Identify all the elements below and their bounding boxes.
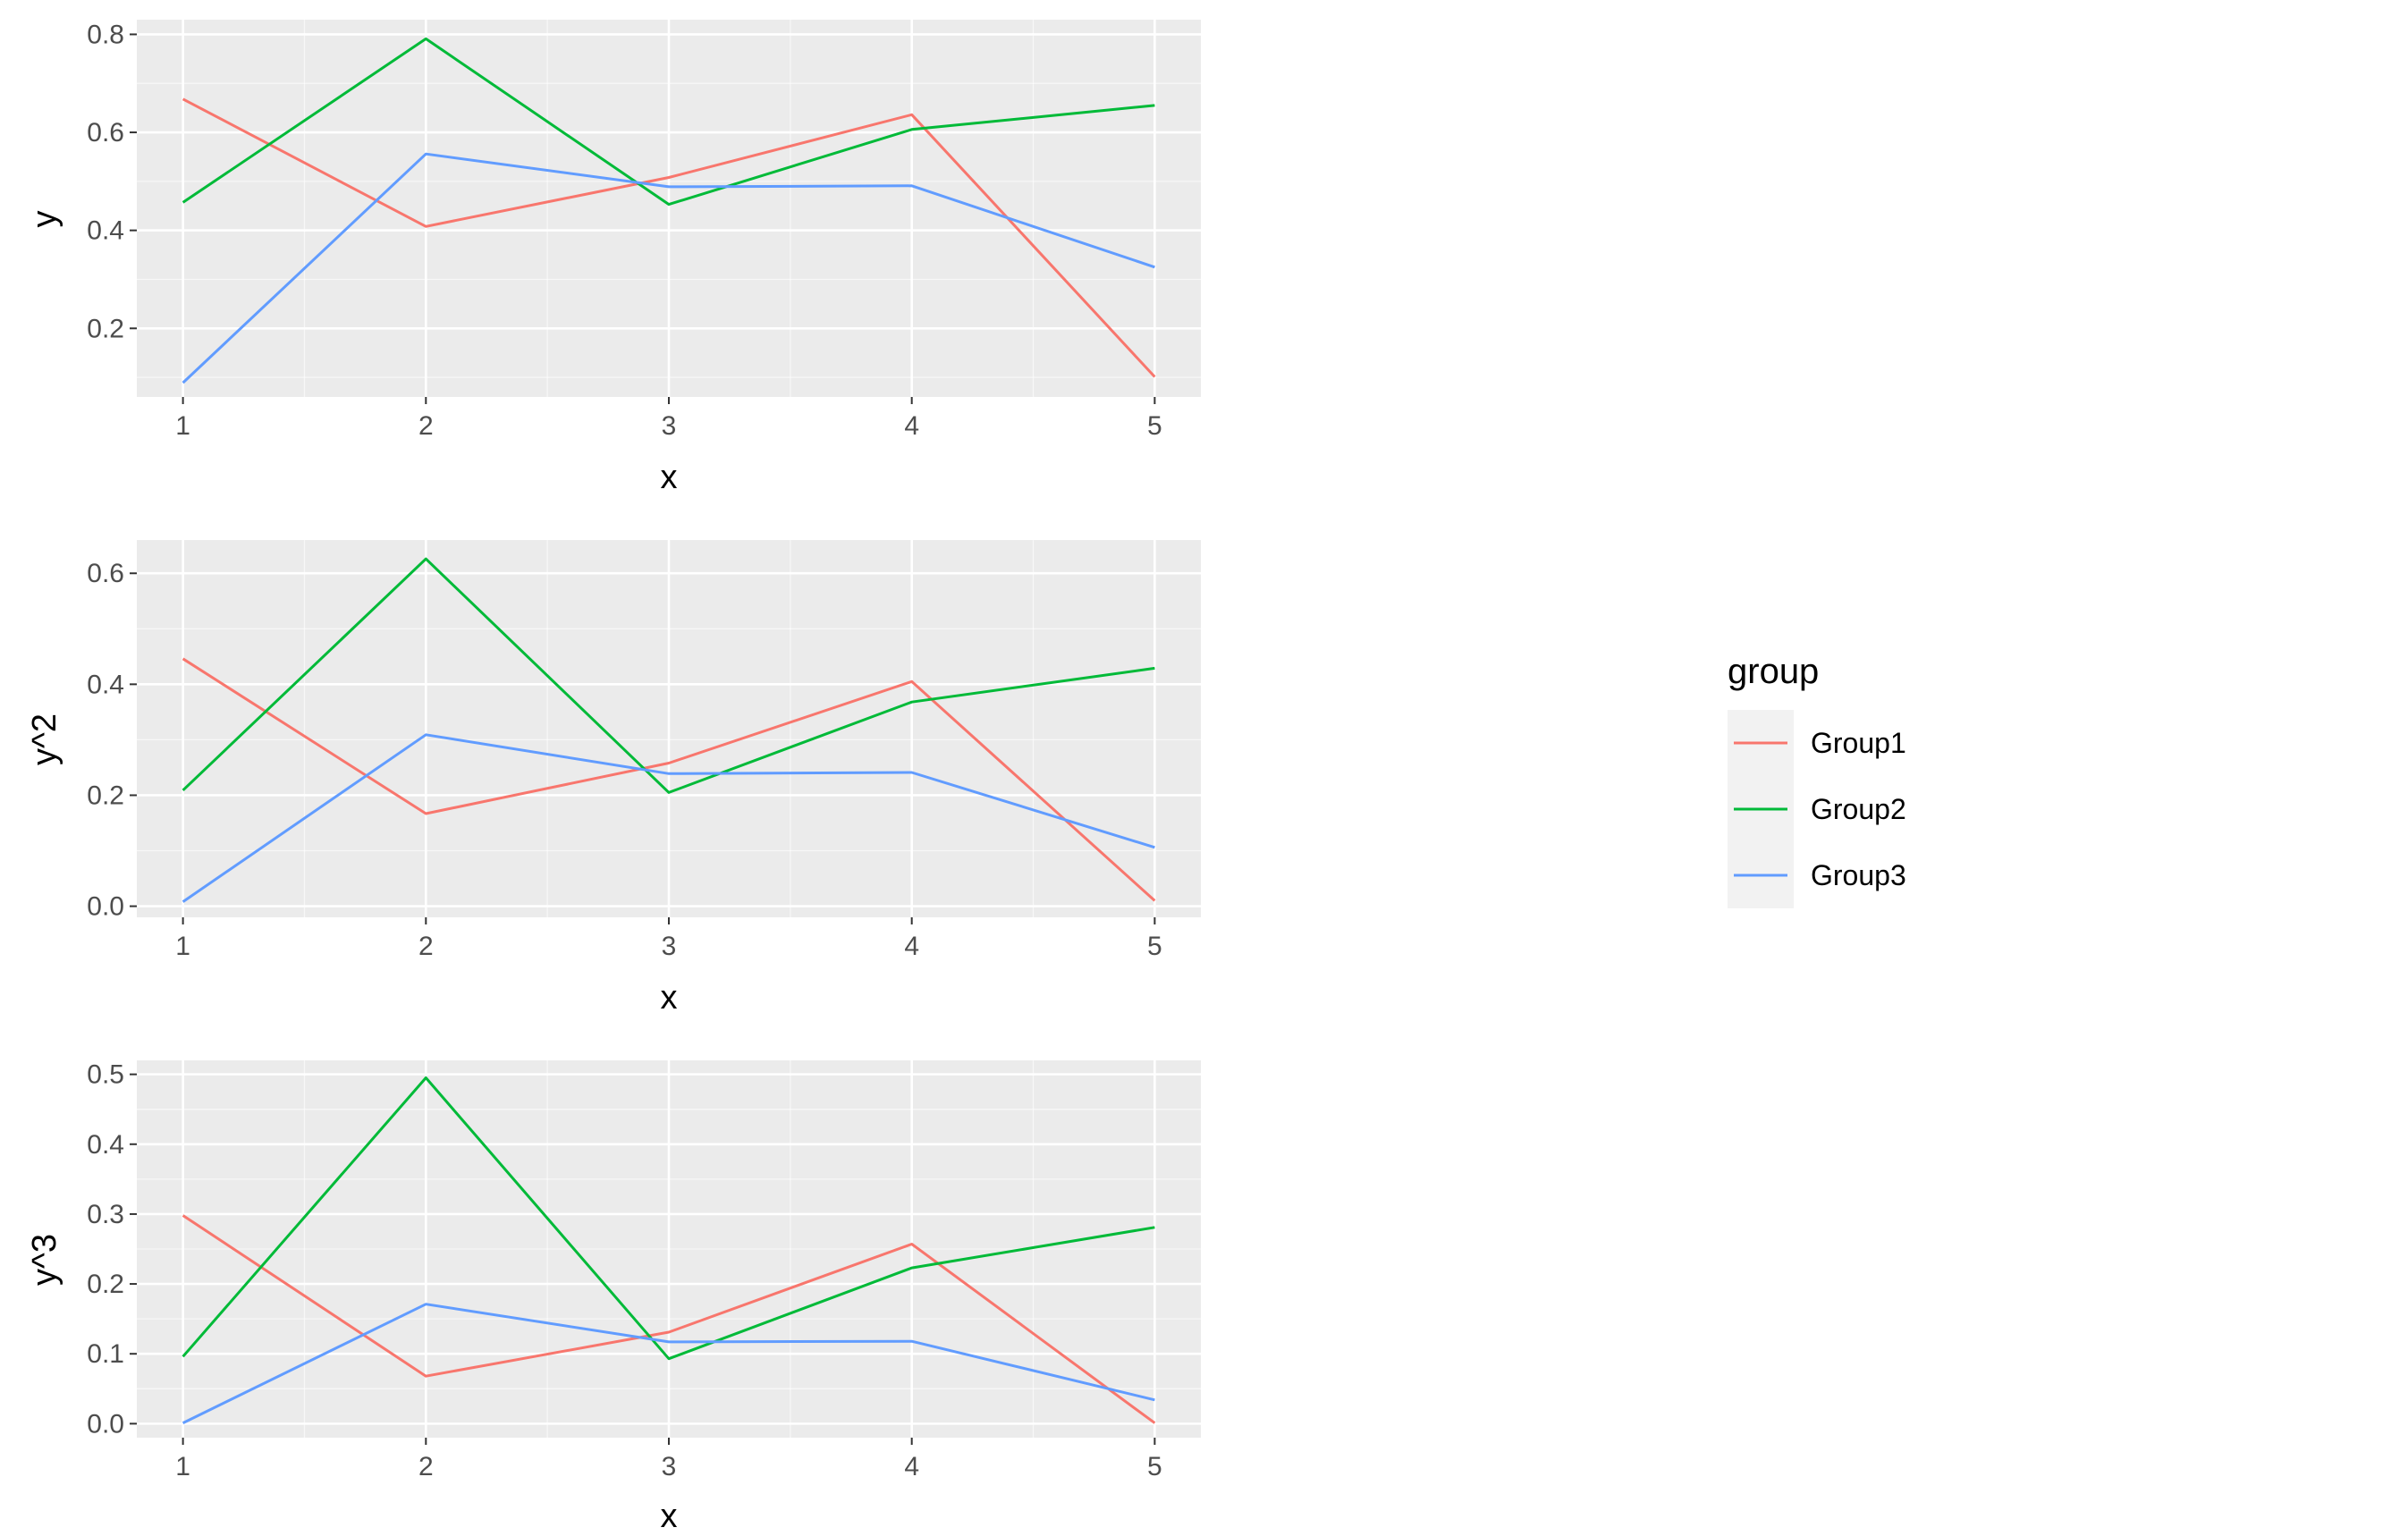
legend-label-group1: Group1 xyxy=(1811,727,1906,759)
middle-y-axis-title: y^2 xyxy=(26,713,63,765)
bottom-tick-label-y: 0.0 xyxy=(87,1409,124,1439)
middle-tick-label-y: 0.0 xyxy=(87,892,124,922)
top-series-line-group2 xyxy=(182,37,1155,207)
top-tick-label-x: 3 xyxy=(662,411,677,441)
bottom-tick-label-y: 0.3 xyxy=(87,1200,124,1229)
bottom-panel-y-cubed: 0.0 0.1 0.2 0.3 0.4 0.5 1 2 3 4 5 x y^3 xyxy=(26,1060,1201,1535)
top-tick-label-y: 0.4 xyxy=(87,216,124,246)
middle-tick-label-x: 5 xyxy=(1147,932,1162,961)
top-series-line-group3 xyxy=(182,152,1155,384)
top-series-line-group1 xyxy=(182,97,1156,378)
middle-x-axis-title: x xyxy=(661,979,678,1017)
bottom-x-axis-title: x xyxy=(661,1498,678,1535)
bottom-tick-label-y: 0.1 xyxy=(87,1339,124,1369)
middle-tick-label-y: 0.2 xyxy=(87,781,124,810)
top-tick-label-x: 2 xyxy=(418,411,434,441)
legend: group Group1 Group2 Group3 xyxy=(1728,652,1906,908)
bottom-y-axis-title: y^3 xyxy=(26,1234,63,1286)
bottom-tick-label-x: 3 xyxy=(662,1452,677,1481)
top-x-axis-title: x xyxy=(661,459,678,496)
bottom-series-line-group2 xyxy=(182,1076,1155,1361)
bottom-tick-label-x: 2 xyxy=(418,1452,434,1481)
top-tick-label-x: 1 xyxy=(175,411,190,441)
middle-tick-label-x: 1 xyxy=(175,932,190,961)
top-tick-label-y: 0.8 xyxy=(87,20,124,49)
top-y-axis-title: y xyxy=(26,211,63,228)
middle-tick-label-x: 3 xyxy=(662,932,677,961)
middle-series-line-group3 xyxy=(182,733,1155,903)
middle-tick-label-x: 4 xyxy=(904,932,919,961)
middle-tick-label-y: 0.6 xyxy=(87,559,124,588)
middle-tick-label-x: 2 xyxy=(418,932,434,961)
middle-tick-label-y: 0.4 xyxy=(87,670,124,699)
legend-title: group xyxy=(1728,652,1819,691)
top-panel-y: 0.2 0.4 0.6 0.8 1 2 3 4 5 x y xyxy=(26,20,1201,496)
bottom-tick-label-x: 1 xyxy=(175,1452,190,1481)
middle-series-line-group1 xyxy=(182,657,1156,902)
bottom-tick-label-y: 0.5 xyxy=(87,1060,124,1090)
top-tick-label-y: 0.2 xyxy=(87,314,124,343)
legend-label-group3: Group3 xyxy=(1811,859,1906,891)
bottom-tick-label-x: 4 xyxy=(904,1452,919,1481)
top-tick-label-y: 0.6 xyxy=(87,118,124,148)
bottom-tick-label-x: 5 xyxy=(1147,1452,1162,1481)
middle-series-line-group2 xyxy=(182,557,1155,794)
bottom-series-line-group1 xyxy=(182,1214,1156,1424)
bottom-tick-label-y: 0.4 xyxy=(87,1130,124,1160)
middle-panel-y-squared: 0.0 0.2 0.4 0.6 1 2 3 4 5 x y^2 xyxy=(26,540,1201,1017)
top-tick-label-x: 5 xyxy=(1147,411,1162,441)
bottom-tick-label-y: 0.2 xyxy=(87,1270,124,1299)
bottom-series-line-group3 xyxy=(182,1303,1155,1424)
top-tick-label-x: 4 xyxy=(904,411,919,441)
legend-label-group2: Group2 xyxy=(1811,793,1906,825)
